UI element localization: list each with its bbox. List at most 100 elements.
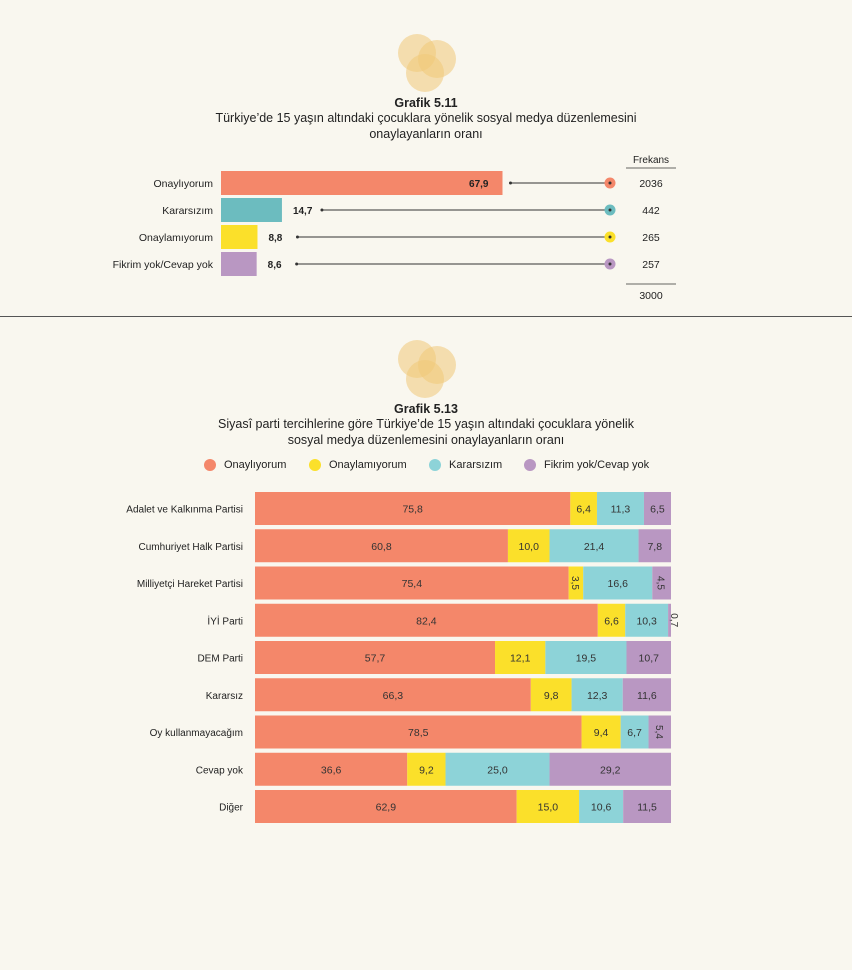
category-label: Milliyetçi Hareket Partisi bbox=[137, 579, 243, 590]
segment-label: 75,4 bbox=[402, 578, 423, 590]
legend-item-onaylamiyorum: Onaylamıyorum bbox=[309, 459, 407, 472]
bar-segment bbox=[255, 566, 569, 600]
chart2-number: Grafik 5.13 bbox=[394, 402, 458, 416]
segment-label: 10,0 bbox=[519, 541, 540, 553]
category-label: Onaylıyorum bbox=[153, 178, 213, 190]
bar-segment bbox=[648, 715, 671, 749]
bar-segment bbox=[507, 529, 550, 563]
legend-item-fikrim-yok: Fikrim yok/Cevap yok bbox=[524, 459, 649, 472]
bar-segment bbox=[255, 715, 582, 749]
legend-item-onayliyorum: Onaylıyorum bbox=[204, 459, 286, 472]
category-label: Oy kullanmayacağım bbox=[150, 728, 243, 739]
category-label: Adalet ve Kalkınma Partisi bbox=[126, 505, 243, 516]
segment-label: 11,6 bbox=[637, 690, 657, 702]
bar-segment bbox=[570, 492, 597, 525]
chart1-svg: Frekans Onaylıyorum 67,9 2036 Kararsızım 14,7… bbox=[113, 155, 676, 302]
bar-segment bbox=[545, 641, 627, 674]
segment-label: 10,7 bbox=[639, 653, 660, 665]
bar-segment bbox=[583, 566, 653, 600]
segment-label: 5,4 bbox=[653, 725, 664, 739]
bar-segment bbox=[643, 492, 671, 525]
bar bbox=[221, 225, 258, 249]
end-dot-center bbox=[608, 181, 612, 185]
segment-label: 6,7 bbox=[627, 727, 642, 739]
grafik-logo-icon bbox=[396, 34, 460, 98]
chart1-title-line2: onaylayanların oranı bbox=[369, 127, 483, 141]
segment-label: 10,6 bbox=[591, 802, 612, 814]
category-label: Diğer bbox=[219, 803, 244, 814]
segment-label: 9,4 bbox=[594, 727, 609, 739]
segment-label: 82,4 bbox=[416, 615, 437, 627]
bar-segment bbox=[581, 715, 621, 749]
segment-label: 62,9 bbox=[376, 802, 397, 814]
end-dot-center bbox=[608, 262, 612, 266]
bar-segment bbox=[549, 529, 639, 563]
segment-label: 11,5 bbox=[637, 802, 657, 814]
legend-dot-icon bbox=[524, 459, 536, 472]
category-label: Cevap yok bbox=[196, 765, 244, 776]
segment-label: 11,3 bbox=[611, 504, 631, 516]
bar bbox=[221, 198, 282, 222]
chart2-title-line2: sosyal medya düzenlemesini onaylayanları… bbox=[287, 433, 565, 447]
segment-label: 60,8 bbox=[371, 541, 392, 553]
bar-segment bbox=[255, 678, 531, 712]
chart2-svg: Adalet ve Kalkınma Partisi 75,8 6,4 11,3 6,5… bbox=[126, 492, 679, 823]
chart2-title-line1: Siyasî parti tercihlerine göre Türkiye’d… bbox=[218, 417, 634, 431]
segment-label: 6,4 bbox=[576, 504, 591, 516]
segment-label: 4,5 bbox=[655, 576, 666, 590]
bar bbox=[221, 252, 257, 276]
category-label: DEM Parti bbox=[197, 654, 243, 665]
bar-segment bbox=[255, 790, 517, 823]
grafik-logo-icon bbox=[396, 340, 460, 404]
segment-label: 57,7 bbox=[365, 653, 386, 665]
segment-label: 36,6 bbox=[321, 764, 342, 776]
frequency-total: 3000 bbox=[639, 290, 663, 302]
segment-label: 10,3 bbox=[636, 615, 657, 627]
bar-segment bbox=[407, 752, 446, 786]
bar-segment bbox=[597, 603, 626, 637]
bar bbox=[221, 171, 503, 195]
end-dot-center bbox=[608, 235, 612, 239]
segment-label: 75,8 bbox=[402, 504, 423, 516]
bar-segment bbox=[622, 678, 671, 712]
leader-start-dot bbox=[509, 181, 512, 185]
bar-segment bbox=[638, 529, 671, 563]
category-label: Cumhuriyet Halk Partisi bbox=[139, 542, 243, 553]
bar-segment bbox=[596, 492, 644, 525]
bar-segment bbox=[625, 603, 669, 637]
bar-segment bbox=[549, 752, 671, 786]
bar-segment bbox=[530, 678, 572, 712]
segment-label: 19,5 bbox=[576, 653, 597, 665]
segment-label: 12,1 bbox=[510, 653, 531, 665]
segment-label: 0,7 bbox=[668, 613, 679, 627]
bar-segment bbox=[626, 641, 671, 674]
chart2-title: Grafik 5.13 Siyasî parti tercihlerine gö… bbox=[0, 402, 852, 448]
chart1-number: Grafik 5.11 bbox=[394, 96, 458, 110]
bar-segment bbox=[255, 529, 508, 563]
leader-start-dot bbox=[295, 235, 299, 239]
bar-segment bbox=[255, 752, 408, 786]
section-divider bbox=[0, 316, 852, 317]
bar-segment bbox=[579, 790, 624, 823]
category-label: Onaylamıyorum bbox=[139, 232, 213, 244]
segment-label: 16,6 bbox=[608, 578, 629, 590]
bar-segment bbox=[571, 678, 623, 712]
category-label: Kararsız bbox=[206, 691, 243, 702]
legend-dot-icon bbox=[429, 459, 441, 472]
legend-dot-icon bbox=[204, 459, 216, 472]
bar-segment bbox=[255, 603, 598, 637]
frequency-value: 2036 bbox=[639, 178, 663, 190]
segment-label: 21,4 bbox=[584, 541, 605, 553]
leader-start-dot bbox=[295, 262, 299, 266]
value-label: 14,7 bbox=[293, 206, 313, 217]
freq-header: Frekans bbox=[633, 155, 669, 166]
segment-label: 7,8 bbox=[647, 541, 662, 553]
bar-segment bbox=[255, 492, 571, 525]
value-label: 67,9 bbox=[469, 179, 489, 190]
segment-label: 9,2 bbox=[419, 764, 434, 776]
segment-label: 6,5 bbox=[650, 504, 665, 516]
bar-segment bbox=[620, 715, 649, 749]
segment-label: 12,3 bbox=[587, 690, 608, 702]
bar-segment bbox=[445, 752, 550, 786]
segment-label: 29,2 bbox=[600, 764, 621, 776]
